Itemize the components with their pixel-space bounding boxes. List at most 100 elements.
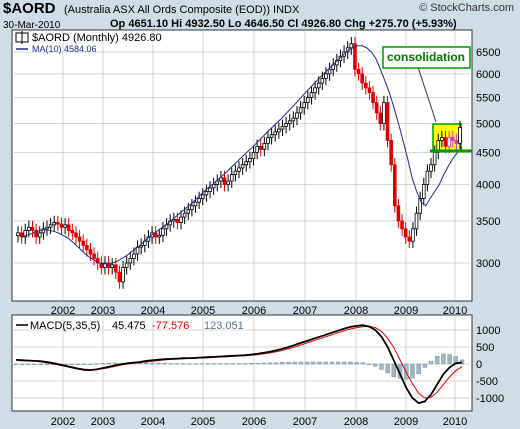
- histogram-bar: [236, 363, 242, 365]
- candle-body: [316, 82, 321, 89]
- legend-series-label: $AORD (Monthly) 4926.80: [32, 32, 162, 44]
- histogram-bar: [19, 363, 25, 365]
- histogram-bar: [100, 363, 105, 365]
- candle-body: [41, 228, 46, 234]
- histogram-bar: [218, 363, 223, 365]
- ma-line: [21, 45, 463, 265]
- candle-body: [392, 164, 397, 207]
- candle-body: [66, 224, 71, 231]
- candle-body: [27, 226, 31, 231]
- candle-body: [411, 228, 415, 242]
- candle-body: [248, 158, 252, 163]
- candle-body: [106, 262, 111, 268]
- histogram-bar: [106, 362, 112, 365]
- candle-body: [313, 87, 317, 94]
- price-y-tick: 6500: [476, 47, 500, 59]
- candle-body: [364, 82, 368, 89]
- histogram-bar: [385, 363, 390, 374]
- macd-histogram: [13, 353, 465, 380]
- histogram-bar: [143, 362, 149, 365]
- price-x-tick: 2010: [443, 305, 467, 317]
- candle-body: [110, 264, 114, 268]
- candle-body: [356, 68, 361, 75]
- ticker-symbol: $AORD: [3, 0, 56, 17]
- price-y-tick: 5500: [476, 93, 500, 105]
- histogram-bar: [212, 363, 217, 365]
- histogram-bar: [174, 363, 180, 365]
- candle-body: [200, 194, 205, 199]
- brand-label: © StockCharts.com: [419, 2, 514, 14]
- histogram-bar: [373, 363, 378, 367]
- histogram-bar: [249, 363, 254, 365]
- candle-body: [157, 234, 162, 238]
- candle-body: [262, 143, 267, 150]
- candle-body: [367, 87, 372, 94]
- histogram-bar: [162, 363, 167, 365]
- candle-body: [23, 230, 28, 238]
- histogram-bar: [81, 363, 87, 365]
- histogram-bar: [168, 363, 174, 365]
- candle-body: [179, 216, 183, 223]
- macd-x-tick: 2010: [443, 416, 467, 428]
- histogram-bar: [280, 362, 285, 365]
- candle-body: [251, 151, 256, 159]
- histogram-bar: [242, 363, 248, 365]
- histogram-bar: [181, 363, 186, 365]
- candle-body: [298, 107, 303, 114]
- histogram-bar: [335, 361, 341, 365]
- histogram-bar: [230, 363, 236, 365]
- price-x-tick: 2002: [51, 305, 75, 317]
- candle-body: [153, 232, 158, 238]
- candle-body: [30, 226, 35, 231]
- macd-y-tick: -500: [476, 376, 498, 388]
- candle-body: [85, 244, 89, 251]
- candle-body: [306, 97, 310, 103]
- macd-y-tick: -1000: [476, 393, 504, 405]
- candle-body: [222, 177, 227, 185]
- histogram-bar: [273, 362, 279, 365]
- candle-body: [16, 232, 20, 237]
- macd-legend: MACD(5,35,5) 45.475 -77.576 123.051: [16, 320, 244, 332]
- annotation-box: [382, 46, 471, 69]
- candle-body: [121, 267, 125, 283]
- histogram-bar: [366, 363, 372, 365]
- candle-body: [48, 224, 53, 228]
- price-y-tick: 3000: [476, 258, 500, 270]
- histogram-bar: [38, 363, 43, 365]
- candle-body: [421, 184, 426, 199]
- macd-y-axis: 1000 500 0 -500 -1000: [476, 325, 504, 405]
- candle-body: [273, 131, 278, 136]
- candle-body: [382, 102, 386, 124]
- candle-body: [349, 43, 354, 49]
- price-x-tick: 2004: [141, 305, 165, 317]
- histogram-bar: [311, 361, 316, 365]
- histogram-bar: [292, 361, 297, 365]
- histogram-bar: [193, 363, 198, 365]
- histogram-bar: [329, 361, 335, 365]
- histogram-bar: [416, 363, 421, 375]
- price-y-tick: 5000: [476, 119, 500, 131]
- histogram-bar: [428, 361, 434, 365]
- candle-body: [396, 205, 401, 222]
- candle-body: [371, 92, 375, 103]
- candle-body: [124, 262, 129, 268]
- histogram-bar: [267, 362, 273, 365]
- candle-body: [19, 232, 24, 238]
- histogram-bar: [435, 355, 440, 365]
- histogram-bar: [261, 362, 266, 365]
- histogram-bar: [447, 354, 452, 365]
- candle-body: [37, 232, 42, 238]
- histogram-bar: [255, 362, 260, 365]
- candle-body: [280, 125, 285, 130]
- candle-body: [229, 174, 234, 182]
- candle-body: [400, 220, 404, 230]
- histogram-bar: [379, 363, 384, 370]
- macd-x-tick: 2004: [141, 416, 165, 428]
- candle-body: [74, 232, 78, 238]
- candle-body: [309, 92, 314, 98]
- candle-body: [378, 112, 383, 124]
- candle-body: [291, 117, 296, 122]
- candle-body: [132, 253, 136, 259]
- candle-body: [211, 184, 216, 189]
- annotation-text: consolidation: [387, 50, 465, 64]
